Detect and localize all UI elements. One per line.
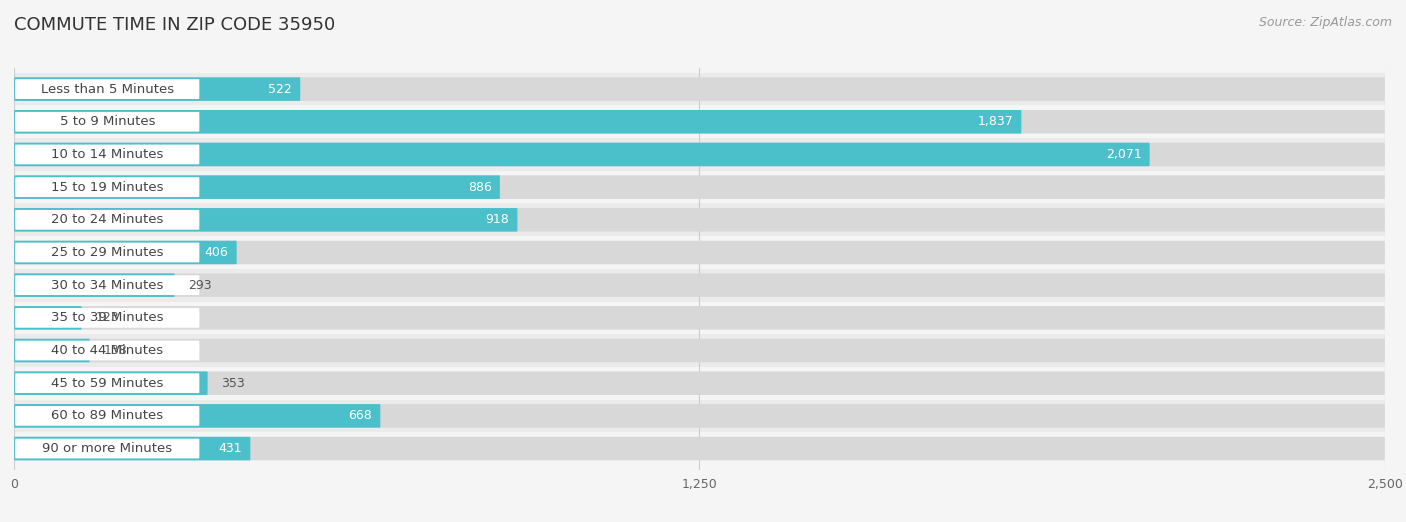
FancyBboxPatch shape [14, 241, 236, 264]
Text: 1,837: 1,837 [977, 115, 1014, 128]
Text: Source: ZipAtlas.com: Source: ZipAtlas.com [1258, 16, 1392, 29]
Bar [14, 334, 1385, 367]
Bar [14, 367, 1385, 399]
FancyBboxPatch shape [15, 210, 200, 230]
Text: 522: 522 [269, 82, 292, 96]
FancyBboxPatch shape [14, 241, 1385, 264]
FancyBboxPatch shape [14, 274, 1385, 297]
FancyBboxPatch shape [14, 143, 1385, 166]
Text: 20 to 24 Minutes: 20 to 24 Minutes [51, 213, 163, 227]
Text: 293: 293 [188, 279, 212, 292]
FancyBboxPatch shape [15, 373, 200, 393]
Text: 353: 353 [221, 377, 245, 390]
Text: 40 to 44 Minutes: 40 to 44 Minutes [51, 344, 163, 357]
FancyBboxPatch shape [14, 306, 82, 329]
Text: 886: 886 [468, 181, 492, 194]
FancyBboxPatch shape [15, 438, 200, 458]
Text: 668: 668 [349, 409, 373, 422]
Text: 15 to 19 Minutes: 15 to 19 Minutes [51, 181, 163, 194]
FancyBboxPatch shape [14, 110, 1385, 134]
Text: 123: 123 [96, 311, 120, 324]
Bar [14, 236, 1385, 269]
Text: 90 or more Minutes: 90 or more Minutes [42, 442, 173, 455]
FancyBboxPatch shape [14, 404, 381, 428]
FancyBboxPatch shape [14, 175, 501, 199]
FancyBboxPatch shape [14, 208, 1385, 232]
FancyBboxPatch shape [15, 177, 200, 197]
FancyBboxPatch shape [15, 406, 200, 426]
FancyBboxPatch shape [15, 145, 200, 164]
Bar [14, 302, 1385, 334]
FancyBboxPatch shape [14, 274, 174, 297]
Text: 30 to 34 Minutes: 30 to 34 Minutes [51, 279, 163, 292]
FancyBboxPatch shape [14, 143, 1150, 166]
Bar [14, 399, 1385, 432]
Text: 35 to 39 Minutes: 35 to 39 Minutes [51, 311, 163, 324]
Text: 60 to 89 Minutes: 60 to 89 Minutes [51, 409, 163, 422]
FancyBboxPatch shape [15, 79, 200, 99]
FancyBboxPatch shape [14, 208, 517, 232]
Text: 2,071: 2,071 [1105, 148, 1142, 161]
FancyBboxPatch shape [14, 404, 1385, 428]
FancyBboxPatch shape [14, 110, 1021, 134]
Text: 406: 406 [205, 246, 228, 259]
Text: 431: 431 [218, 442, 242, 455]
FancyBboxPatch shape [14, 339, 1385, 362]
Text: 918: 918 [485, 213, 509, 227]
Text: Less than 5 Minutes: Less than 5 Minutes [41, 82, 174, 96]
FancyBboxPatch shape [14, 339, 90, 362]
Text: COMMUTE TIME IN ZIP CODE 35950: COMMUTE TIME IN ZIP CODE 35950 [14, 16, 335, 33]
Bar [14, 138, 1385, 171]
FancyBboxPatch shape [14, 372, 1385, 395]
FancyBboxPatch shape [14, 372, 208, 395]
Bar [14, 105, 1385, 138]
Bar [14, 269, 1385, 302]
FancyBboxPatch shape [14, 437, 1385, 460]
FancyBboxPatch shape [14, 77, 301, 101]
Bar [14, 73, 1385, 105]
FancyBboxPatch shape [15, 308, 200, 328]
Text: 45 to 59 Minutes: 45 to 59 Minutes [51, 377, 163, 390]
Text: 10 to 14 Minutes: 10 to 14 Minutes [51, 148, 163, 161]
FancyBboxPatch shape [14, 306, 1385, 329]
Bar [14, 204, 1385, 236]
Text: 25 to 29 Minutes: 25 to 29 Minutes [51, 246, 163, 259]
Text: 138: 138 [104, 344, 127, 357]
FancyBboxPatch shape [15, 112, 200, 132]
FancyBboxPatch shape [15, 243, 200, 263]
FancyBboxPatch shape [15, 275, 200, 295]
FancyBboxPatch shape [15, 341, 200, 360]
Bar [14, 432, 1385, 465]
FancyBboxPatch shape [14, 175, 1385, 199]
Text: 5 to 9 Minutes: 5 to 9 Minutes [59, 115, 155, 128]
FancyBboxPatch shape [14, 77, 1385, 101]
Bar [14, 171, 1385, 204]
FancyBboxPatch shape [14, 437, 250, 460]
